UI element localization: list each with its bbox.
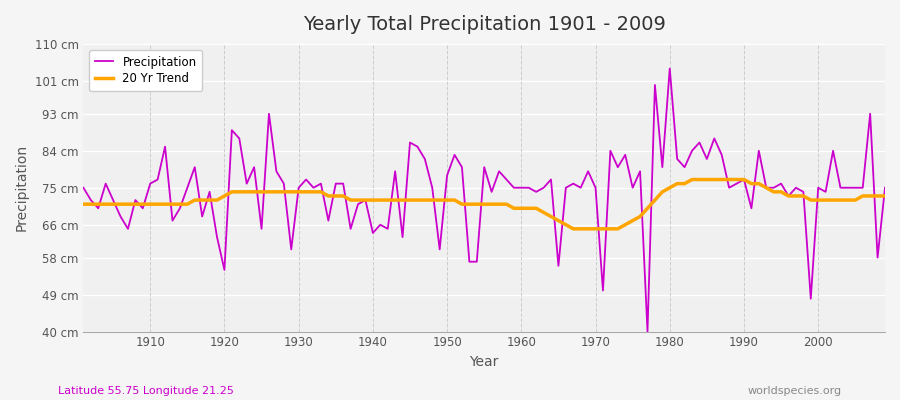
20 Yr Trend bbox=[516, 206, 526, 211]
20 Yr Trend bbox=[346, 198, 356, 202]
Precipitation bbox=[642, 329, 652, 334]
Y-axis label: Precipitation: Precipitation bbox=[15, 144, 29, 231]
20 Yr Trend bbox=[508, 206, 519, 211]
20 Yr Trend bbox=[612, 226, 623, 231]
20 Yr Trend bbox=[138, 202, 148, 206]
Precipitation bbox=[879, 185, 890, 190]
Title: Yearly Total Precipitation 1901 - 2009: Yearly Total Precipitation 1901 - 2009 bbox=[302, 15, 666, 34]
Precipitation bbox=[346, 226, 356, 231]
Precipitation bbox=[508, 185, 519, 190]
Precipitation bbox=[516, 185, 526, 190]
20 Yr Trend bbox=[879, 194, 890, 198]
Precipitation bbox=[664, 66, 675, 71]
Precipitation bbox=[605, 148, 616, 153]
20 Yr Trend bbox=[78, 202, 89, 206]
20 Yr Trend bbox=[568, 226, 579, 231]
Text: Latitude 55.75 Longitude 21.25: Latitude 55.75 Longitude 21.25 bbox=[58, 386, 234, 396]
Text: worldspecies.org: worldspecies.org bbox=[747, 386, 842, 396]
Legend: Precipitation, 20 Yr Trend: Precipitation, 20 Yr Trend bbox=[89, 50, 202, 91]
Precipitation bbox=[78, 185, 89, 190]
20 Yr Trend bbox=[687, 177, 698, 182]
Precipitation bbox=[301, 177, 311, 182]
20 Yr Trend bbox=[301, 190, 311, 194]
Precipitation bbox=[138, 206, 148, 211]
Line: Precipitation: Precipitation bbox=[84, 68, 885, 332]
X-axis label: Year: Year bbox=[470, 355, 499, 369]
Line: 20 Yr Trend: 20 Yr Trend bbox=[84, 180, 885, 229]
